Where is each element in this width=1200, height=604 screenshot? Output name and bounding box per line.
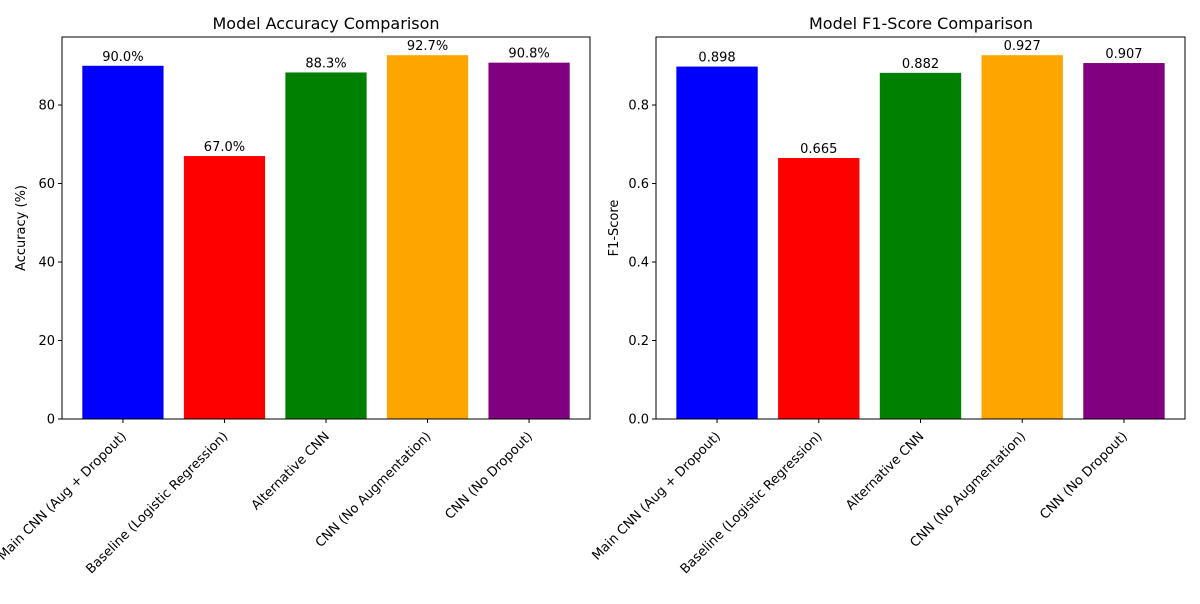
f1-y-tick-label: 0.6 [628, 177, 649, 192]
accuracy-y-tick-label: 0 [47, 413, 55, 428]
f1-bar-value-label: 0.927 [1004, 39, 1041, 54]
accuracy-y-tick-label: 60 [38, 177, 55, 192]
accuracy-y-tick-label: 20 [38, 334, 55, 349]
f1-chart-title: Model F1-Score Comparison [809, 14, 1033, 33]
accuracy-chart-title: Model Accuracy Comparison [212, 14, 439, 33]
f1-bar [778, 158, 860, 419]
f1-bar-value-label: 0.907 [1105, 47, 1142, 62]
f1-bar-value-label: 0.882 [902, 57, 939, 72]
f1-bar [1083, 63, 1165, 419]
f1-bar [981, 55, 1063, 419]
f1-y-axis-label: F1-Score [607, 200, 622, 257]
accuracy-bar-value-label: 67.0% [204, 140, 245, 155]
f1-bar [676, 66, 758, 419]
f1-y-tick-label: 0.2 [628, 334, 649, 349]
accuracy-bar [285, 72, 367, 420]
f1-y-tick-label: 0.4 [628, 256, 649, 271]
accuracy-bar [183, 156, 266, 420]
accuracy-bar [82, 65, 164, 419]
f1-y-tick-label: 0.8 [628, 99, 649, 114]
accuracy-bar-value-label: 88.3% [305, 56, 346, 71]
accuracy-bar [488, 62, 570, 420]
accuracy-y-axis-label: Accuracy (%) [14, 185, 29, 271]
f1-bar-value-label: 0.665 [800, 142, 837, 157]
accuracy-bar-value-label: 92.7% [407, 39, 448, 54]
f1-bar-value-label: 0.898 [698, 51, 735, 66]
f1-y-tick-label: 0.0 [628, 413, 649, 428]
accuracy-y-tick-label: 40 [38, 256, 55, 271]
accuracy-y-tick-label: 80 [38, 99, 55, 114]
accuracy-bar [386, 55, 469, 419]
accuracy-bar-value-label: 90.0% [102, 50, 143, 65]
accuracy-bar-value-label: 90.8% [508, 47, 549, 62]
f1-bar [879, 72, 962, 419]
